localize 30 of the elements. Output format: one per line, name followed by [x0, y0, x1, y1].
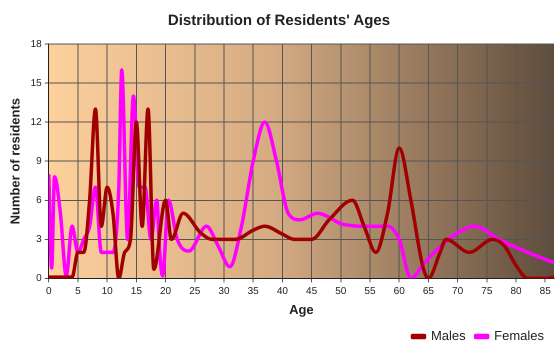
x-tick-label: 70: [452, 286, 464, 298]
x-tick-label: 80: [510, 286, 522, 298]
y-tick-label: 15: [30, 78, 42, 89]
legend-label: Females: [494, 328, 544, 344]
x-tick-label: 55: [364, 286, 376, 298]
y-axis-title: Number of residents: [7, 98, 22, 224]
x-tick-label: 75: [481, 286, 493, 298]
x-tick-label: 45: [306, 286, 318, 298]
x-tick-label: 85: [540, 286, 552, 298]
y-tick-label: 6: [36, 195, 42, 206]
x-tick-label: 10: [102, 286, 114, 298]
x-axis-title: Age: [289, 302, 314, 317]
legend-label: Males: [430, 328, 466, 344]
x-tick-label: 25: [189, 286, 201, 298]
x-tick-label: 0: [46, 286, 52, 298]
y-tick-label: 0: [36, 273, 42, 284]
x-tick-label: 50: [335, 286, 347, 298]
x-tick-label: 30: [218, 286, 230, 298]
y-tick-label: 9: [36, 156, 42, 167]
x-tick-label: 40: [276, 286, 288, 298]
chart-title: Distribution of Residents' Ages: [168, 12, 390, 30]
x-tick-label: 60: [394, 286, 406, 298]
x-tick-label: 20: [160, 286, 172, 298]
y-tick-label: 3: [36, 234, 42, 246]
x-tick-label: 5: [75, 286, 82, 298]
x-tick-label: 65: [422, 286, 434, 298]
x-tick-label: 15: [130, 286, 142, 298]
y-tick-label: 18: [30, 38, 42, 50]
y-tick-label: 12: [30, 116, 42, 128]
x-tick-label: 35: [248, 286, 260, 298]
